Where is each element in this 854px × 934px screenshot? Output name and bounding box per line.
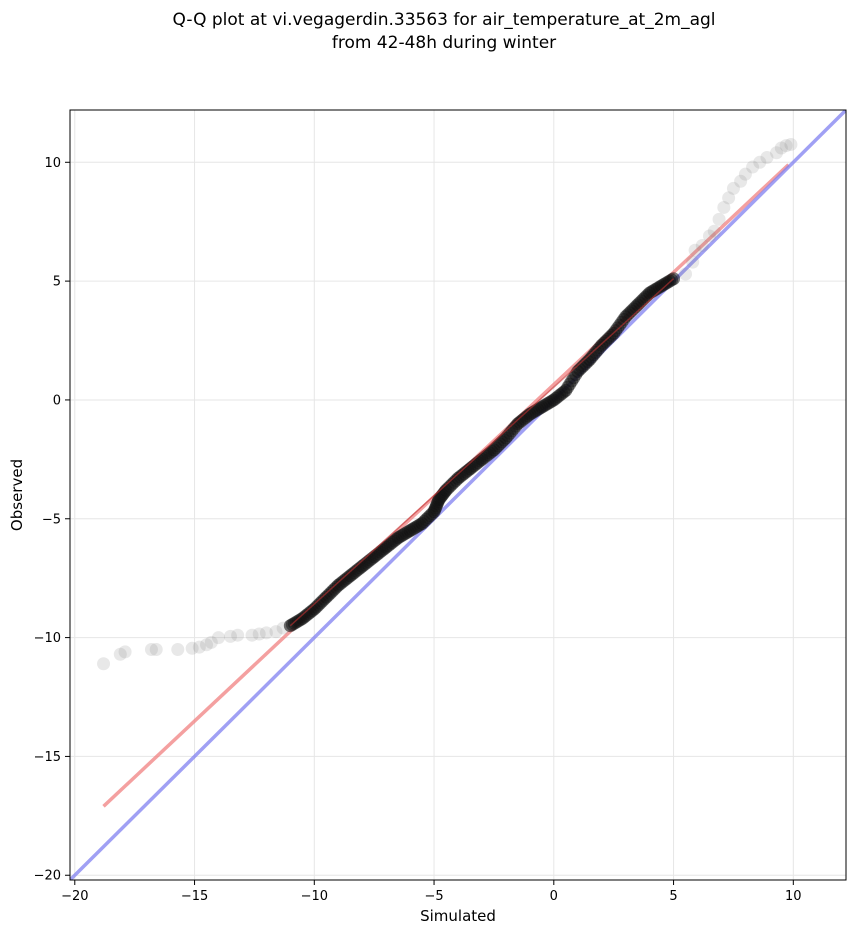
- x-axis-label: Simulated: [420, 907, 496, 925]
- y-tick-label: −15: [34, 750, 61, 765]
- tail-point: [97, 657, 111, 671]
- chart-title-line-1: Q-Q plot at vi.vegagerdin.33563 for air_…: [172, 10, 715, 30]
- y-tick-label: −5: [42, 512, 61, 527]
- y-axis-ticks: −20 −15 −10 −5 0 5 10: [34, 156, 70, 884]
- identity-line: [70, 110, 846, 880]
- x-tick-label: −5: [424, 889, 443, 904]
- tail-point: [192, 640, 206, 654]
- tail-point: [753, 155, 767, 169]
- y-tick-label: −10: [34, 631, 61, 646]
- tail-point: [712, 212, 726, 226]
- tail-point: [695, 238, 709, 252]
- tail-point: [185, 641, 199, 655]
- tail-point: [113, 647, 127, 661]
- x-tick-label: 0: [550, 889, 558, 904]
- quantile-points: [97, 137, 798, 671]
- chart-title-line-2: from 42-48h during winter: [332, 33, 556, 53]
- tail-point: [722, 191, 736, 205]
- x-tick-label: −20: [61, 889, 88, 904]
- tail-point: [200, 638, 214, 652]
- tail-point: [259, 626, 273, 640]
- y-tick-label: −20: [34, 869, 61, 884]
- fitted-line-overlay: [289, 278, 675, 627]
- tail-point: [707, 224, 721, 238]
- tail-point: [144, 642, 158, 656]
- y-tick-label: 0: [53, 393, 61, 408]
- x-tick-label: 5: [669, 889, 677, 904]
- y-tick-label: 10: [44, 156, 61, 171]
- tail-point: [784, 137, 798, 151]
- tail-point: [204, 635, 218, 649]
- tail-point: [231, 628, 245, 642]
- tail-point: [269, 625, 283, 639]
- x-axis-ticks: −20 −15 −10 −5 0 5 10: [61, 880, 802, 904]
- tail-point: [211, 631, 225, 645]
- y-tick-label: 5: [53, 275, 61, 290]
- x-tick-label: −15: [181, 889, 208, 904]
- tail-point: [774, 141, 788, 155]
- tail-point: [252, 627, 266, 641]
- tail-point: [726, 181, 740, 195]
- tail-point: [245, 628, 259, 642]
- y-axis-label: Observed: [8, 459, 26, 531]
- tail-point: [688, 243, 702, 257]
- tail-point: [779, 139, 793, 153]
- tail-point: [738, 167, 752, 181]
- grid: [70, 110, 846, 880]
- tail-point: [734, 174, 748, 188]
- tail-point: [760, 151, 774, 165]
- plot-frame: [69, 109, 847, 881]
- tail-point: [702, 229, 716, 243]
- x-tick-label: −10: [301, 889, 328, 904]
- x-tick-label: 10: [785, 889, 802, 904]
- tail-point: [770, 146, 784, 160]
- tail-point: [149, 642, 163, 656]
- tail-point: [746, 160, 760, 174]
- tail-point: [223, 629, 237, 643]
- reference-lines: [70, 110, 846, 880]
- tail-point: [686, 255, 700, 269]
- tail-point: [171, 642, 185, 656]
- tail-point: [118, 645, 132, 659]
- tail-point: [679, 267, 693, 281]
- tail-point: [717, 200, 731, 214]
